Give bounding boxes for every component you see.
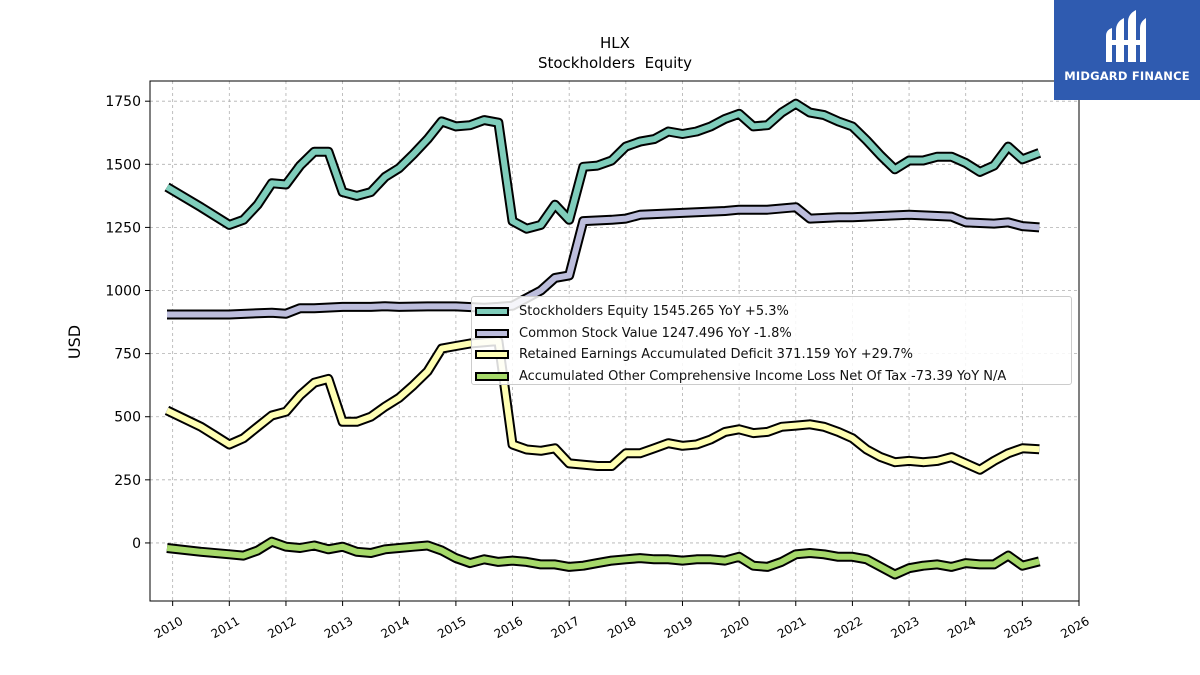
series-line-1 [167, 204, 1040, 318]
y-axis-label: USD [65, 325, 84, 359]
legend: Stockholders Equity 1545.265 YoY +5.3% C… [471, 296, 1072, 385]
y-tick-label: 1250 [105, 220, 141, 236]
logo: MIDGARD FINANCE [1054, 0, 1200, 100]
legend-swatch [475, 371, 509, 381]
legend-label: Accumulated Other Comprehensive Income L… [519, 368, 1007, 384]
logo-mark-icon [1106, 10, 1146, 62]
legend-swatch [475, 350, 509, 360]
y-tick-label: 0 [132, 536, 141, 552]
y-tick-label: 250 [114, 473, 141, 489]
legend-label: Retained Earnings Accumulated Deficit 37… [519, 347, 913, 363]
legend-swatch [475, 307, 509, 317]
y-axis: 0 250 500 750 1000 1250 1500 1750 [105, 94, 150, 552]
logo-text: MIDGARD FINANCE [1064, 69, 1190, 83]
legend-item-stockholders-equity: Stockholders Equity 1545.265 YoY +5.3% [475, 301, 1071, 323]
series-line-0 [165, 100, 1041, 232]
y-tick-label: 750 [114, 347, 141, 363]
y-tick-label: 1000 [105, 284, 141, 300]
grid [150, 81, 1080, 601]
chart-title: HLX [600, 34, 630, 52]
legend-item-aoci: Accumulated Other Comprehensive Income L… [475, 366, 1071, 388]
legend-swatch [475, 328, 509, 338]
y-tick-label: 1750 [105, 94, 141, 110]
chart-subtitle: Stockholders Equity [538, 54, 692, 72]
legend-item-retained-earnings: Retained Earnings Accumulated Deficit 37… [475, 344, 1071, 366]
series-line-2 [165, 338, 1040, 473]
y-tick-label: 1500 [105, 157, 141, 173]
y-tick-label: 500 [114, 410, 141, 426]
legend-item-common-stock-value: Common Stock Value 1247.496 YoY -1.8% [475, 323, 1071, 345]
series-layer [164, 98, 1042, 580]
legend-label: Common Stock Value 1247.496 YoY -1.8% [519, 325, 792, 341]
series-line-3 [166, 538, 1041, 578]
plot-frame [149, 80, 1080, 602]
legend-label: Stockholders Equity 1545.265 YoY +5.3% [519, 304, 789, 320]
